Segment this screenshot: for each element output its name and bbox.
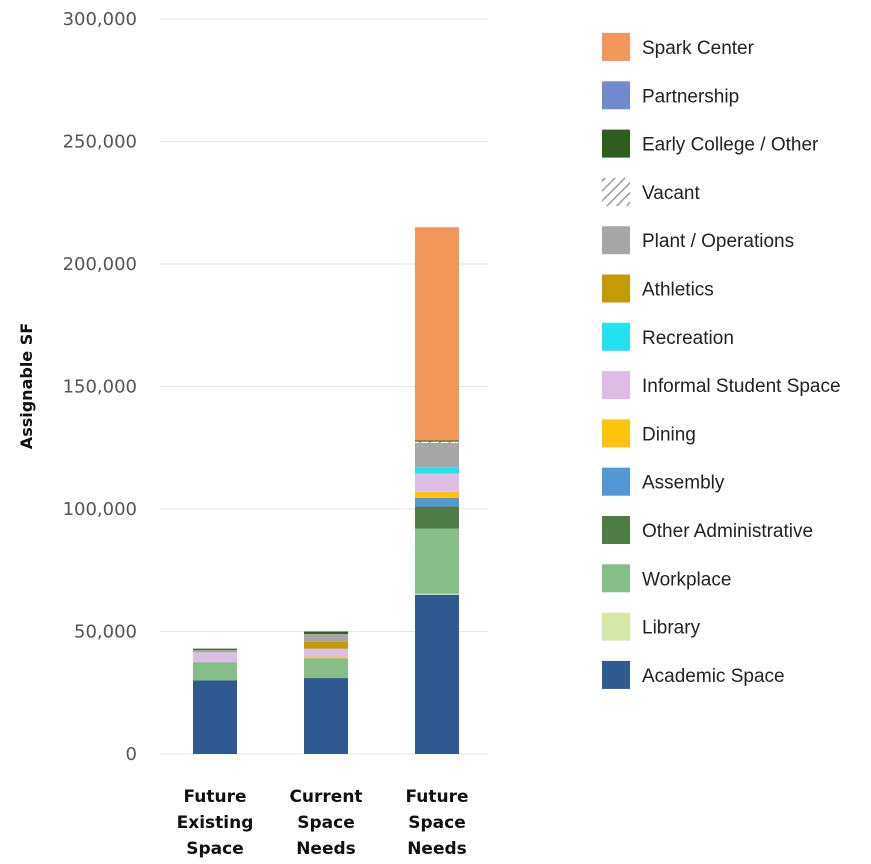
gridlines	[160, 18, 488, 755]
legend-swatch	[602, 467, 630, 496]
legend-label: Recreation	[642, 328, 734, 349]
bar-segment	[304, 648, 348, 658]
x-axis-categories: Future Existing Space Current Space Needs Futu…	[177, 787, 469, 859]
bar-segment	[415, 442, 459, 468]
bar-segment	[415, 440, 459, 442]
bar-segment	[193, 662, 237, 681]
legend-label: Workplace	[642, 569, 731, 590]
bar-segment	[415, 441, 459, 443]
x-category-label: Space	[186, 839, 244, 859]
y-tick-label: 300,000	[63, 9, 137, 30]
legend-swatch	[602, 660, 630, 689]
legend-label: Athletics	[642, 280, 714, 301]
legend-swatch	[602, 129, 630, 158]
y-tick-label: 200,000	[63, 254, 137, 275]
legend-swatch	[602, 274, 630, 303]
legend-swatch	[602, 33, 630, 61]
bar-segment	[415, 467, 459, 474]
bar-segment	[193, 649, 237, 653]
bar-segment	[193, 652, 237, 663]
bar-segment	[304, 657, 348, 659]
y-tick-label: 50,000	[74, 622, 137, 643]
y-tick-label: 150,000	[63, 377, 137, 398]
bar-segment	[415, 593, 459, 595]
x-category-label: Needs	[296, 839, 356, 859]
bar-segment	[304, 633, 348, 642]
legend-label: Early College / Other	[642, 135, 819, 156]
legend-label: Vacant	[642, 183, 700, 204]
legend-swatch	[602, 612, 630, 641]
bar-segment	[193, 648, 237, 650]
y-axis-ticks: 0 50,000 100,000 150,000 200,000 250,000 300,0…	[63, 9, 137, 765]
bars	[193, 227, 459, 754]
legend-label: Spark Center	[642, 38, 755, 59]
y-tick-label: 250,000	[63, 132, 137, 153]
legend-swatch	[602, 419, 630, 448]
bar-segment	[415, 497, 459, 507]
legend-label: Partnership	[642, 86, 739, 107]
bar-segment	[415, 227, 459, 441]
legend-label: Academic Space	[642, 666, 785, 687]
bar-segment	[193, 680, 237, 754]
bar-segment	[415, 506, 459, 529]
legend-swatch	[602, 81, 630, 110]
bar-segment	[415, 491, 459, 498]
legend-swatch	[602, 177, 630, 206]
legend-swatch	[602, 564, 630, 593]
y-tick-label: 0	[126, 744, 137, 765]
bar-segment	[415, 473, 459, 492]
x-category-label: Future	[183, 787, 246, 807]
bar-segment	[304, 631, 348, 634]
x-category-label: Current	[289, 787, 362, 807]
x-category-label: Needs	[407, 839, 467, 859]
y-tick-label: 100,000	[63, 499, 137, 520]
x-category-label: Future	[405, 787, 468, 807]
legend-swatch	[602, 371, 630, 400]
legend-label: Other Administrative	[642, 521, 813, 542]
legend: Spark Center Partnership Early College / O…	[602, 33, 841, 689]
legend-swatch	[602, 516, 630, 544]
y-axis-title: Assignable SF	[17, 323, 36, 449]
x-category-label: Existing	[177, 813, 254, 833]
legend-label: Informal Student Space	[642, 376, 841, 397]
bar-segment	[304, 658, 348, 679]
legend-label: Assembly	[642, 473, 725, 494]
x-category-label: Space	[408, 813, 466, 833]
bar-segment	[304, 678, 348, 754]
x-category-label: Space	[297, 813, 355, 833]
legend-label: Plant / Operations	[642, 231, 794, 252]
legend-label: Dining	[642, 424, 696, 445]
legend-swatch	[602, 322, 630, 351]
bar-segment	[415, 528, 459, 594]
legend-swatch	[602, 226, 630, 255]
bar-segment	[415, 594, 459, 754]
bar-segment	[304, 641, 348, 649]
legend-label: Library	[642, 618, 701, 639]
